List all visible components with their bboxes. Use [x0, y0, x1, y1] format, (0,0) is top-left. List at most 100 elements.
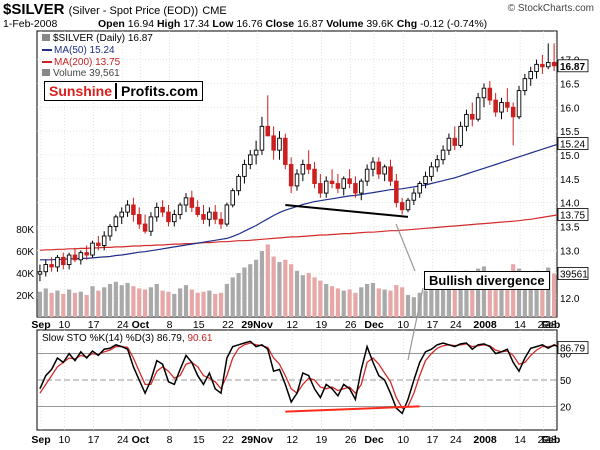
volume-bar: [253, 259, 259, 317]
volume-bar: [72, 292, 78, 317]
volume-bar: [142, 289, 148, 317]
price-x-tick-label: 12: [286, 319, 298, 331]
price-x-tick-label: 10: [59, 319, 71, 331]
volume-bar: [137, 288, 142, 317]
candle-body: [516, 90, 522, 118]
candle-body: [510, 106, 516, 118]
price-y-tick-label: 14.0: [560, 199, 580, 210]
logo-part2: Profits.com: [115, 83, 199, 99]
candle-body: [429, 166, 434, 177]
price-y-tick-label: 15.0: [560, 151, 580, 162]
low-value: 16.76: [236, 18, 263, 30]
candle-body: [534, 63, 539, 72]
candle-body: [90, 242, 95, 256]
volume-bar: [405, 295, 411, 317]
volume-bar: [464, 270, 469, 317]
low-label: Low: [212, 18, 234, 30]
high-value: 17.34: [183, 18, 210, 30]
candle-body: [207, 211, 212, 220]
volume-bar: [96, 290, 101, 317]
volume-bar: [551, 273, 557, 317]
price-y-tick-label: 12.0: [560, 294, 580, 305]
volume-swatch-icon: [42, 69, 50, 76]
candle-body: [253, 149, 259, 156]
open-label: Open: [98, 18, 125, 30]
volume-bar: [400, 287, 405, 317]
volume-bar: [107, 284, 113, 317]
volume-bar: [458, 275, 463, 317]
volume-bar: [341, 290, 346, 317]
candle-body: [107, 225, 113, 237]
price-y-tick-label: 16.5: [560, 79, 580, 90]
candle-body: [399, 202, 405, 211]
volume-tag-box: [557, 267, 589, 280]
candle-body: [318, 183, 323, 194]
stoch-y-tick-label: 50: [560, 376, 572, 387]
candle-body: [142, 223, 148, 232]
candle-body: [84, 252, 89, 256]
volume-y-tick-label: 80K: [16, 225, 34, 236]
candle-body: [405, 199, 411, 211]
volume-bar: [487, 273, 492, 317]
price-x-tick-label: 10: [397, 319, 409, 331]
volume-bar: [318, 280, 323, 317]
volume-bar: [289, 264, 294, 317]
ma200-line: [39, 213, 561, 251]
price-y-tick-label: 16.0: [560, 103, 580, 114]
volume-bar: [189, 289, 194, 317]
candle-body: [551, 62, 557, 67]
volume-bar: [370, 282, 376, 317]
volume-bar: [195, 292, 200, 317]
legend-ma200-label: MA(200) 13.75: [54, 57, 121, 68]
candle-body: [177, 204, 183, 215]
ma50-tag-box: [557, 137, 589, 150]
volume-bar: [440, 281, 446, 317]
candle-body: [277, 137, 282, 151]
ma200-swatch-icon: [42, 61, 52, 64]
chart-title: $SILVER (Silver - Spot Price (EOD)) CME: [3, 1, 227, 18]
stoch-x-tick-label: 22: [538, 434, 550, 446]
stoch-x-tick-label: 12: [286, 434, 298, 446]
volume-bar: [481, 266, 487, 317]
candle-body: [364, 168, 370, 182]
volume-bar: [394, 285, 399, 317]
candle-body: [259, 125, 265, 151]
candle-body: [335, 183, 341, 189]
volume-bar: [55, 290, 60, 317]
price-x-tick-label: 15: [193, 319, 205, 331]
stoch-x-tick-label: 8: [167, 434, 173, 446]
high-label: High: [156, 18, 181, 30]
volume-bar: [452, 284, 457, 317]
description: (Silver - Spot Price (EOD)): [68, 5, 199, 17]
site-credit: © StockCharts.com: [507, 3, 594, 14]
candle-body: [540, 63, 545, 68]
volume-bar: [67, 289, 72, 317]
candle-body: [411, 192, 417, 201]
price-x-tick-label: 24: [117, 319, 129, 331]
stoch-x-tick-label: Feb: [542, 434, 561, 446]
ma50-tag-label: 15.24: [560, 139, 585, 150]
volume-y-tick-label: 60K: [16, 247, 34, 258]
volume-bar: [259, 251, 265, 317]
candle-body: [545, 62, 551, 68]
stoch-k-line: [39, 340, 561, 415]
candle-body: [125, 204, 130, 213]
stoch-x-tick-label: 28: [545, 434, 557, 446]
candle-body: [136, 214, 142, 225]
volume-bar: [493, 275, 498, 317]
callout-leader-sto: [407, 287, 424, 361]
volume-bar: [242, 267, 247, 317]
stoch-divergence-line: [285, 405, 420, 413]
price-y-tick-label: 13.5: [560, 222, 580, 233]
stoch-legend-name: Slow STO %K(14) %D(3) 86.79,: [42, 333, 185, 344]
volume-bar: [224, 284, 229, 317]
volume-bar: [207, 290, 212, 317]
volume-bar: [61, 293, 66, 317]
candle-body: [166, 211, 171, 223]
stoch-x-tick-label: 29Nov: [241, 434, 273, 446]
candle-body: [522, 78, 528, 92]
volume-bar: [446, 277, 452, 317]
volume-bar: [329, 286, 335, 317]
candle-body: [417, 183, 422, 194]
candle-body: [499, 102, 504, 113]
